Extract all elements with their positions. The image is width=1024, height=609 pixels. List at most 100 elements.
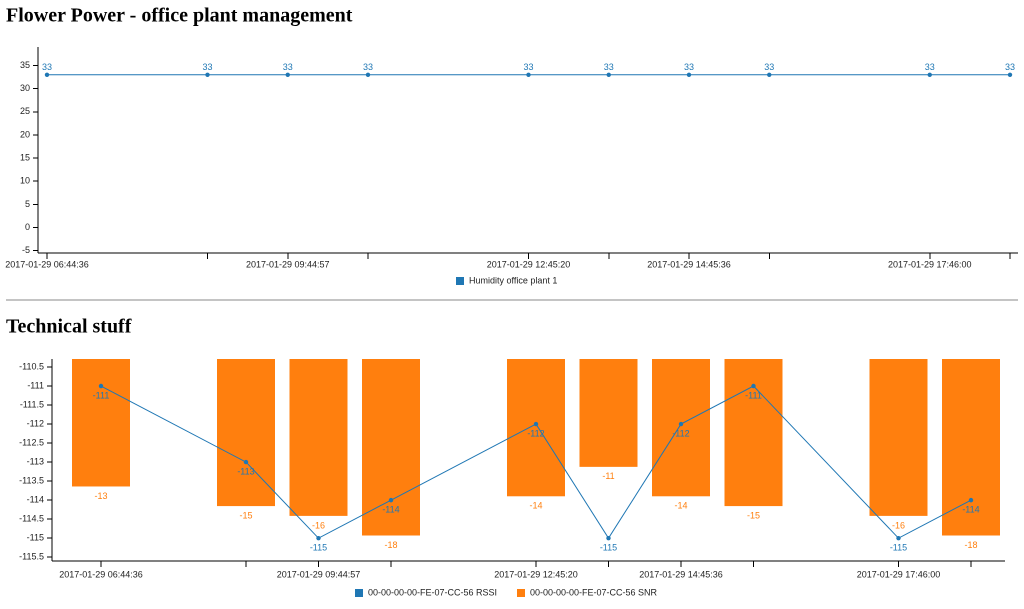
y-tick-label: -115.5 — [19, 552, 44, 562]
point — [98, 383, 104, 389]
page-title: Flower Power - office plant management — [6, 5, 353, 27]
x-tick-label: 2017-01-29 17:46:00 — [857, 569, 941, 579]
data-label: -114 — [962, 505, 979, 515]
legend-label: Humidity office plant 1 — [469, 275, 557, 285]
y-tick-label: 25 — [20, 106, 30, 116]
point — [606, 535, 611, 541]
point — [243, 459, 249, 465]
data-label: -14 — [529, 501, 542, 511]
y-tick-label: -111.5 — [20, 399, 44, 409]
data-label: 33 — [363, 62, 373, 72]
point — [1007, 72, 1013, 77]
x-tick-label: 2017-01-29 14:45:36 — [639, 569, 723, 579]
data-label: -112 — [672, 428, 689, 438]
point — [526, 72, 531, 77]
bar — [652, 359, 710, 497]
data-label: 33 — [764, 62, 774, 72]
y-tick-label: 10 — [20, 176, 30, 186]
data-label: -14 — [674, 501, 687, 511]
y-tick-label: 30 — [20, 83, 30, 93]
y-tick-label: -113.5 — [19, 475, 44, 485]
point — [533, 421, 539, 427]
data-label: -13 — [94, 491, 107, 501]
bar — [942, 359, 1000, 536]
bar — [869, 359, 928, 516]
data-label: -111 — [93, 390, 110, 400]
point — [927, 72, 932, 77]
y-tick-label: 0 — [25, 222, 30, 232]
point — [767, 72, 772, 77]
data-label: -11 — [602, 471, 614, 481]
x-tick-label: 2017-01-29 17:46:00 — [888, 259, 972, 269]
point — [388, 497, 394, 503]
point — [44, 72, 50, 77]
bar — [362, 359, 420, 536]
data-label: 33 — [42, 62, 52, 72]
data-label: -114 — [382, 505, 399, 515]
point — [686, 72, 692, 77]
data-label: -112 — [527, 428, 544, 438]
point — [678, 421, 684, 427]
data-label: -15 — [239, 510, 252, 520]
point — [285, 72, 290, 77]
legend-label: 00-00-00-00-FE-07-CC-56 SNR — [530, 587, 658, 597]
bar — [289, 359, 348, 516]
data-label: -18 — [964, 540, 977, 550]
data-label: -115 — [890, 543, 907, 553]
point — [968, 497, 974, 503]
legend-label: 00-00-00-00-FE-07-CC-56 RSSI — [368, 587, 497, 597]
line — [100, 385, 972, 540]
y-tick-label: 5 — [25, 199, 30, 209]
bar — [579, 359, 638, 467]
bar — [724, 359, 783, 507]
data-label: -18 — [384, 540, 397, 550]
y-tick-label: -115 — [27, 533, 44, 543]
section-title: Technical stuff — [6, 316, 132, 338]
x-tick-label: 2017-01-29 12:45:20 — [487, 259, 571, 269]
data-label: 33 — [523, 62, 533, 72]
y-tick-label: 20 — [20, 129, 30, 139]
data-label: 33 — [202, 62, 212, 72]
data-label: 33 — [283, 62, 293, 72]
point — [751, 383, 756, 389]
y-tick-label: -110.5 — [19, 361, 44, 371]
bar — [72, 359, 130, 487]
data-label: -16 — [892, 520, 905, 530]
point — [205, 72, 210, 77]
legend-swatch — [517, 589, 525, 597]
bar — [507, 359, 565, 497]
point — [606, 72, 611, 77]
data-label: -115 — [310, 543, 327, 553]
y-tick-label: -112 — [27, 418, 44, 428]
x-tick-label: 2017-01-29 12:45:20 — [494, 569, 578, 579]
x-tick-label: 2017-01-29 06:44:36 — [5, 259, 89, 269]
y-tick-label: 15 — [20, 152, 30, 162]
data-label: -111 — [745, 390, 762, 400]
data-label: 33 — [1005, 62, 1015, 72]
point — [316, 535, 321, 541]
y-tick-label: 35 — [20, 60, 30, 70]
data-label: -115 — [600, 543, 617, 553]
bar — [217, 359, 275, 507]
data-label: 33 — [925, 62, 935, 72]
legend-swatch — [456, 277, 464, 285]
y-tick-label: -114 — [27, 495, 44, 505]
legend-swatch — [355, 589, 363, 597]
data-label: 33 — [604, 62, 614, 72]
x-tick-label: 2017-01-29 06:44:36 — [59, 569, 143, 579]
data-label: -16 — [312, 520, 325, 530]
y-tick-label: -114.5 — [19, 514, 44, 524]
y-tick-label: -112.5 — [19, 437, 44, 447]
data-label: -113 — [237, 466, 254, 476]
y-tick-label: -111 — [27, 380, 44, 390]
data-label: 33 — [684, 62, 694, 72]
x-tick-label: 2017-01-29 09:44:57 — [246, 259, 330, 269]
point — [896, 535, 901, 541]
x-tick-label: 2017-01-29 14:45:36 — [647, 259, 731, 269]
y-tick-label: -5 — [22, 245, 30, 255]
y-tick-label: -113 — [27, 456, 44, 466]
data-label: -15 — [747, 510, 760, 520]
point — [365, 72, 371, 77]
